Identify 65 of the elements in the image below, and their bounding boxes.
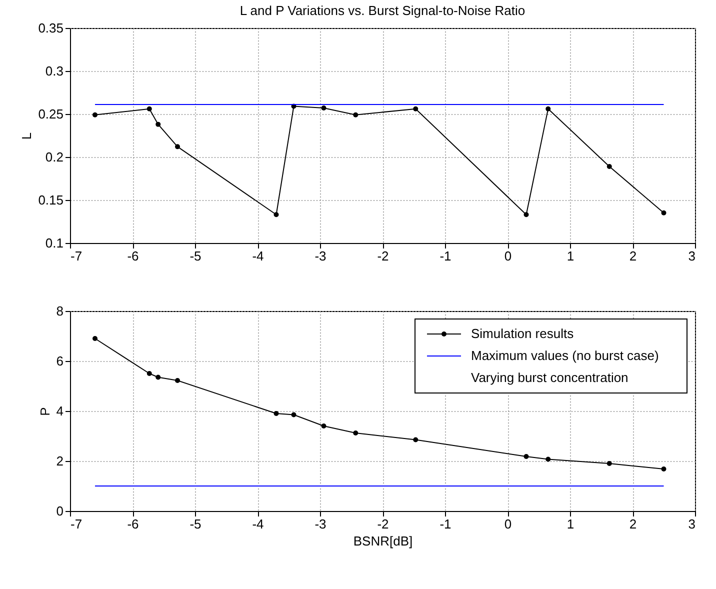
point [606,461,612,466]
point [92,112,98,118]
point [353,112,358,118]
point [524,454,529,459]
point [274,212,279,218]
x-tick-label: 2 [629,516,637,532]
y-tick-label: 6 [56,354,64,368]
x-tick-label: -3 [314,516,326,532]
x-tick-label: -7 [70,248,82,264]
point [661,466,666,472]
x-tick-label: -1 [440,248,452,264]
y-axis-title: P [37,407,52,416]
x-tick-label: 3 [688,516,696,532]
y-axis-title: L [19,132,34,140]
x-tick-label: 3 [688,248,696,264]
x-axis-title: BSNR[dB] [353,534,413,548]
x-tick-label: -4 [252,516,264,532]
x-tick-label: -6 [127,516,139,532]
point [524,212,529,218]
point [156,374,161,380]
point [146,371,152,376]
legend-label: Maximum values (no burst case) [471,348,659,363]
y-tick-label: 4 [56,404,64,418]
x-tick-label: -1 [440,516,452,532]
point [146,106,152,112]
x-tick-label: -2 [377,248,389,264]
point [321,424,326,428]
y-tick-label: 0 [56,504,64,518]
point [413,437,418,442]
x-tick-label: 1 [566,248,574,264]
y-tick-label: 0.1 [45,236,64,250]
x-tick-label: 1 [566,516,574,532]
x-tick-label: -3 [314,248,326,264]
y-tick-label: 0.2 [45,150,64,164]
point [546,456,551,462]
legend-label: Simulation results [471,326,574,341]
y-tick-label: 0.15 [38,192,64,208]
point [606,164,612,169]
point [175,144,180,150]
x-tick-label: -6 [127,248,139,264]
point [156,122,161,127]
chart-title: L and P Variations vs. Burst Signal-to-Noise Ratio [240,3,526,18]
x-tick-label: -2 [377,516,389,532]
annotation: Varying burst concentration [471,370,628,385]
point [274,411,279,416]
x-tick-label: 0 [504,248,512,264]
y-tick-label: 0.25 [38,106,64,122]
x-tick-label: -5 [190,248,202,264]
point [321,105,326,110]
x-tick-label: 2 [629,248,637,264]
y-tick-label: 0.35 [38,20,64,36]
point [661,210,666,216]
point [353,430,358,436]
point [546,106,551,112]
point [175,378,180,383]
point [291,412,296,418]
y-tick-label: 8 [56,304,64,318]
x-tick-label: -4 [252,248,264,264]
point [92,336,98,341]
x-tick-label: -7 [70,516,82,532]
point [413,106,418,112]
x-tick-label: 0 [504,516,512,532]
y-tick-label: 2 [56,454,64,468]
y-tick-label: 0.3 [45,64,64,78]
x-tick-label: -5 [190,516,202,532]
